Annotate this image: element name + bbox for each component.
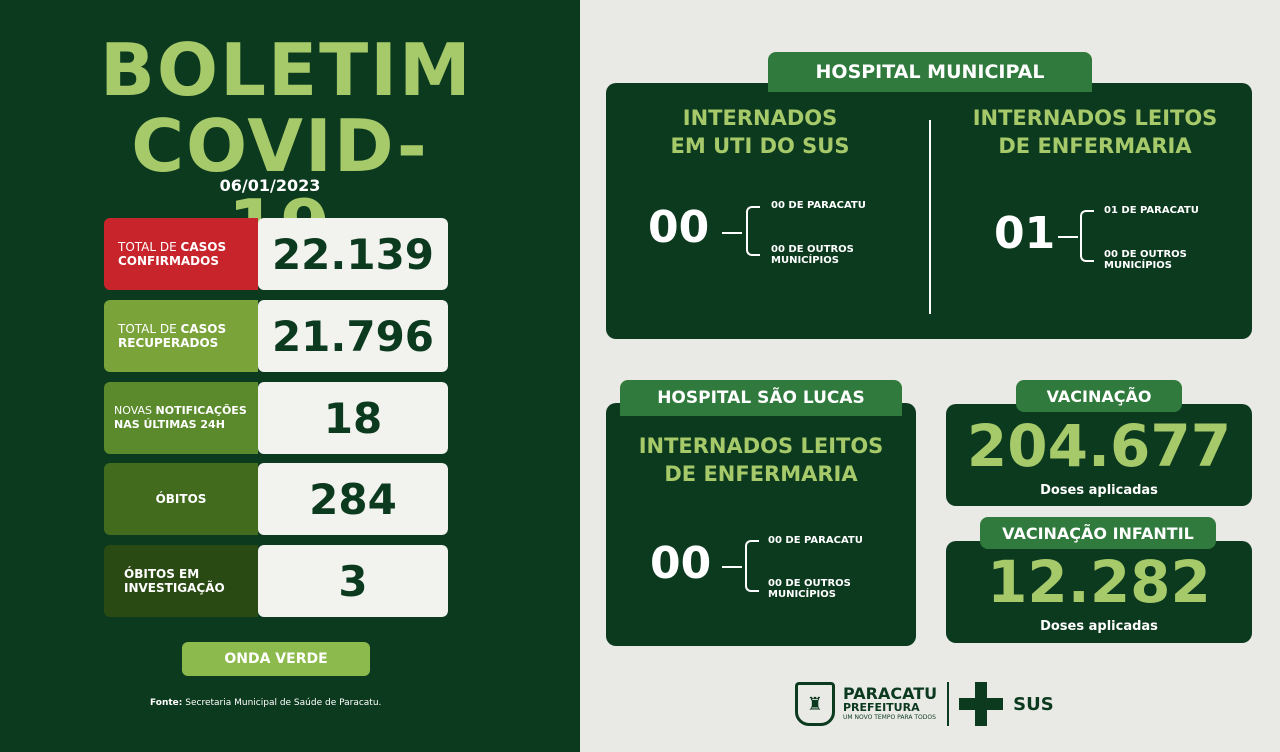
title-line1: BOLETIM — [100, 28, 473, 112]
vaccination-value: 204.677 — [966, 412, 1232, 480]
sao-lucas-paracatu: 00 DE PARACATU — [768, 535, 863, 546]
enfermaria-bracket — [1080, 210, 1094, 262]
enfermaria-outros: 00 DE OUTROS MUNICÍPIOS — [1104, 249, 1187, 271]
sus-cross-icon — [959, 682, 1004, 726]
enfermaria-paracatu: 01 DE PARACATU — [1104, 205, 1199, 216]
uti-paracatu: 00 DE PARACATU — [771, 200, 866, 211]
enfermaria-total: 01 — [994, 208, 1056, 259]
child-vaccination-tab: VACINAÇÃO INFANTIL — [980, 517, 1216, 549]
uti-total: 00 — [648, 202, 710, 253]
stat-investigation-value: 3 — [258, 545, 448, 617]
stat-deaths: ÓBITOS 284 — [104, 463, 448, 535]
vaccination-tab: VACINAÇÃO — [1016, 380, 1182, 412]
sao-lucas-title: INTERNADOS LEITOS DE ENFERMARIA — [638, 434, 884, 486]
stat-confirmed: TOTAL DE CASOS CONFIRMADOS 22.139 — [104, 218, 448, 290]
stat-confirmed-value: 22.139 — [258, 218, 448, 290]
hospital-divider — [929, 120, 931, 314]
sao-lucas-bracket — [745, 540, 759, 592]
enfermaria-connector — [1058, 236, 1078, 238]
bulletin-date: 06/01/2023 — [219, 176, 321, 195]
paracatu-crest-icon: ♜ — [795, 682, 835, 726]
stat-recovered-label: TOTAL DE CASOS RECUPERADOS — [104, 300, 258, 372]
sao-lucas-connector — [722, 566, 742, 568]
stat-confirmed-label: TOTAL DE CASOS CONFIRMADOS — [104, 218, 258, 290]
stat-notifications-value: 18 — [258, 382, 448, 454]
diagonal-edge — [540, 0, 580, 752]
wave-badge: ONDA VERDE — [182, 642, 370, 676]
stat-recovered-value: 21.796 — [258, 300, 448, 372]
hospital-municipal-tab: HOSPITAL MUNICIPAL — [768, 52, 1092, 92]
child-vaccination-card — [946, 541, 1252, 643]
prefeitura-logo: PARACATU PREFEITURA UM NOVO TEMPO PARA T… — [843, 684, 938, 722]
child-vaccination-sub: Doses aplicadas — [1040, 619, 1158, 634]
stat-investigation: ÓBITOS EM INVESTIGAÇÃO 3 — [104, 545, 448, 617]
child-vaccination-value: 12.282 — [987, 548, 1211, 616]
vaccination-sub: Doses aplicadas — [1040, 483, 1158, 498]
vaccination-card — [946, 404, 1252, 506]
hospital-sao-lucas-tab: HOSPITAL SÃO LUCAS — [620, 380, 902, 416]
stat-notifications-label: NOVAS NOTIFICAÇÕES NAS ÚLTIMAS 24H — [104, 382, 258, 454]
logo-separator — [947, 682, 950, 726]
sao-lucas-outros: 00 DE OUTROS MUNICÍPIOS — [768, 578, 851, 600]
sao-lucas-total: 00 — [650, 538, 712, 589]
hospital-sao-lucas-card — [606, 403, 916, 646]
sus-label: SUS — [1013, 693, 1054, 715]
enfermaria-title: INTERNADOS LEITOS DE ENFERMARIA — [972, 106, 1218, 158]
footer-logos: ♜ PARACATU PREFEITURA UM NOVO TEMPO PARA… — [795, 680, 1054, 728]
uti-outros: 00 DE OUTROS MUNICÍPIOS — [771, 244, 854, 266]
uti-connector — [722, 232, 742, 234]
uti-bracket — [746, 206, 760, 256]
stat-deaths-value: 284 — [258, 463, 448, 535]
stat-deaths-label: ÓBITOS — [104, 463, 258, 535]
stat-investigation-label: ÓBITOS EM INVESTIGAÇÃO — [104, 545, 258, 617]
left-panel — [0, 0, 580, 752]
stat-recovered: TOTAL DE CASOS RECUPERADOS 21.796 — [104, 300, 448, 372]
source-note: Fonte: Secretaria Municipal de Saúde de … — [150, 698, 382, 708]
stat-notifications: NOVAS NOTIFICAÇÕES NAS ÚLTIMAS 24H 18 — [104, 382, 448, 454]
uti-title: INTERNADOS EM UTI DO SUS — [670, 106, 850, 158]
